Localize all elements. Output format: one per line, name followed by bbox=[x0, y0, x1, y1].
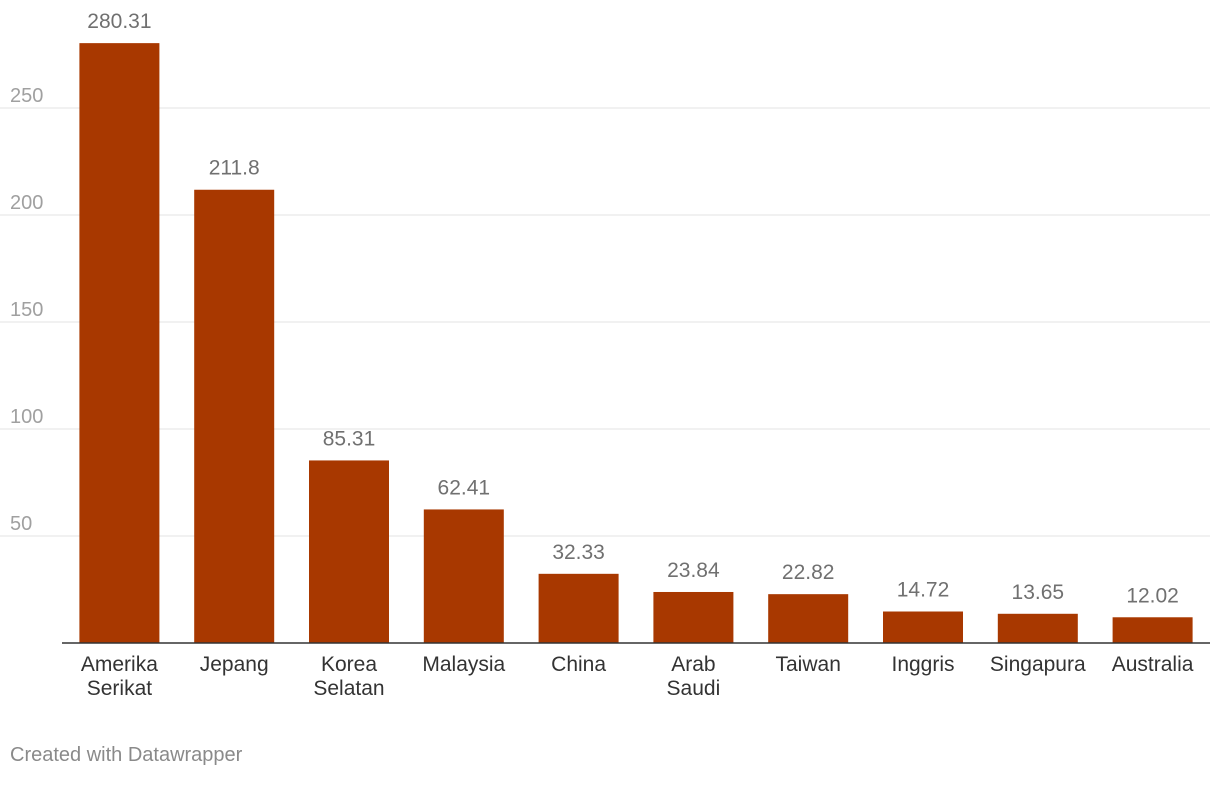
bar bbox=[1112, 617, 1193, 643]
bar bbox=[194, 189, 275, 644]
x-tick-label-line: Inggris bbox=[891, 653, 954, 676]
y-tick-label: 150 bbox=[10, 299, 43, 321]
data-label: 14.72 bbox=[897, 578, 950, 601]
x-tick-label: Inggris bbox=[891, 653, 954, 676]
data-label: 12.02 bbox=[1126, 584, 1179, 607]
data-label: 22.82 bbox=[782, 561, 835, 584]
x-tick-label-line: Malaysia bbox=[422, 653, 505, 676]
credit-text: Created with Datawrapper bbox=[10, 744, 243, 766]
data-label: 62.41 bbox=[438, 476, 491, 499]
x-tick-label: Taiwan bbox=[776, 653, 841, 676]
x-tick-label-line: China bbox=[551, 653, 606, 676]
bar bbox=[309, 460, 389, 643]
bar bbox=[538, 573, 619, 643]
bar bbox=[423, 509, 504, 643]
value-labels: 280.31 211.8 85.31 62.41 32.33 23.84 22.82 14.7… bbox=[87, 10, 1179, 607]
x-tick-label-line: Saudi bbox=[667, 677, 721, 700]
x-tick-label-line: Singapura bbox=[990, 653, 1086, 676]
x-tick-label: Jepang bbox=[200, 653, 269, 676]
y-tick-label: 200 bbox=[10, 192, 43, 214]
x-tick-label-line: Jepang bbox=[200, 653, 269, 676]
x-tick-label: Arab Saudi bbox=[667, 653, 721, 700]
x-tick-label-line: Selatan bbox=[313, 677, 384, 700]
data-label: 280.31 bbox=[87, 10, 151, 33]
x-tick-label-line: Taiwan bbox=[776, 653, 841, 676]
x-tick-label: Australia bbox=[1112, 653, 1194, 676]
x-tick-label: Korea Selatan bbox=[313, 653, 384, 700]
bar bbox=[883, 611, 963, 643]
x-tick-label-line: Korea bbox=[321, 653, 377, 676]
bar bbox=[79, 43, 160, 644]
x-tick-label: Amerika Serikat bbox=[81, 653, 158, 700]
bar bbox=[997, 613, 1078, 643]
x-tick-label: Malaysia bbox=[422, 653, 505, 676]
bars bbox=[79, 43, 1193, 644]
x-tick-label-line: Arab bbox=[671, 653, 715, 676]
y-tick-label: 250 bbox=[10, 85, 43, 107]
x-tick-label-line: Serikat bbox=[87, 677, 153, 700]
data-label: 32.33 bbox=[552, 541, 605, 564]
x-tick-label-line: Amerika bbox=[81, 653, 158, 676]
data-label: 23.84 bbox=[667, 559, 720, 582]
y-tick-label: 50 bbox=[10, 513, 32, 535]
gridlines bbox=[0, 107, 1210, 537]
bar bbox=[653, 591, 734, 643]
bar bbox=[768, 594, 849, 643]
x-tick-label: Singapura bbox=[990, 653, 1086, 676]
data-label: 13.65 bbox=[1012, 581, 1065, 604]
data-label: 85.31 bbox=[323, 427, 376, 450]
data-label: 211.8 bbox=[209, 157, 260, 180]
x-tick-label: China bbox=[551, 653, 606, 676]
y-tick-label: 100 bbox=[10, 406, 43, 428]
x-tick-label-line: Australia bbox=[1112, 653, 1194, 676]
